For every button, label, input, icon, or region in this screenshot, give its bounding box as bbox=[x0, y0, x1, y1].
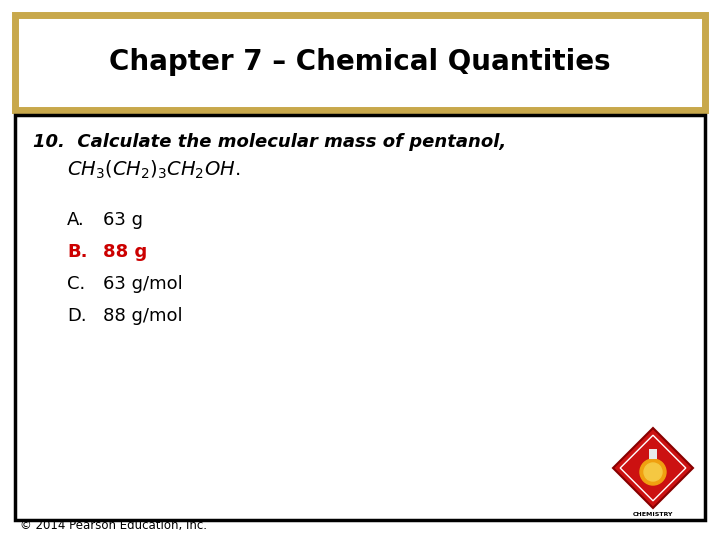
FancyBboxPatch shape bbox=[649, 449, 657, 459]
Text: A.: A. bbox=[67, 211, 85, 229]
Text: © 2014 Pearson Education, Inc.: © 2014 Pearson Education, Inc. bbox=[20, 519, 207, 532]
Text: Chapter 7 – Chemical Quantities: Chapter 7 – Chemical Quantities bbox=[109, 49, 611, 77]
Text: $\mathit{CH_3(CH_2)_3CH_2OH.}$: $\mathit{CH_3(CH_2)_3CH_2OH.}$ bbox=[67, 159, 240, 181]
Text: D.: D. bbox=[67, 307, 86, 325]
FancyBboxPatch shape bbox=[15, 115, 705, 520]
Text: 63 g: 63 g bbox=[103, 211, 143, 229]
Text: B.: B. bbox=[67, 243, 88, 261]
Text: 88 g: 88 g bbox=[103, 243, 148, 261]
Text: C.: C. bbox=[67, 275, 85, 293]
Circle shape bbox=[644, 463, 662, 481]
Text: 88 g/mol: 88 g/mol bbox=[103, 307, 183, 325]
Circle shape bbox=[640, 459, 666, 485]
Text: 10.  Calculate the molecular mass of pentanol,: 10. Calculate the molecular mass of pent… bbox=[33, 133, 506, 151]
FancyBboxPatch shape bbox=[15, 15, 705, 110]
Polygon shape bbox=[613, 428, 693, 508]
Text: 63 g/mol: 63 g/mol bbox=[103, 275, 183, 293]
Text: CHEMISTRY: CHEMISTRY bbox=[633, 512, 673, 517]
